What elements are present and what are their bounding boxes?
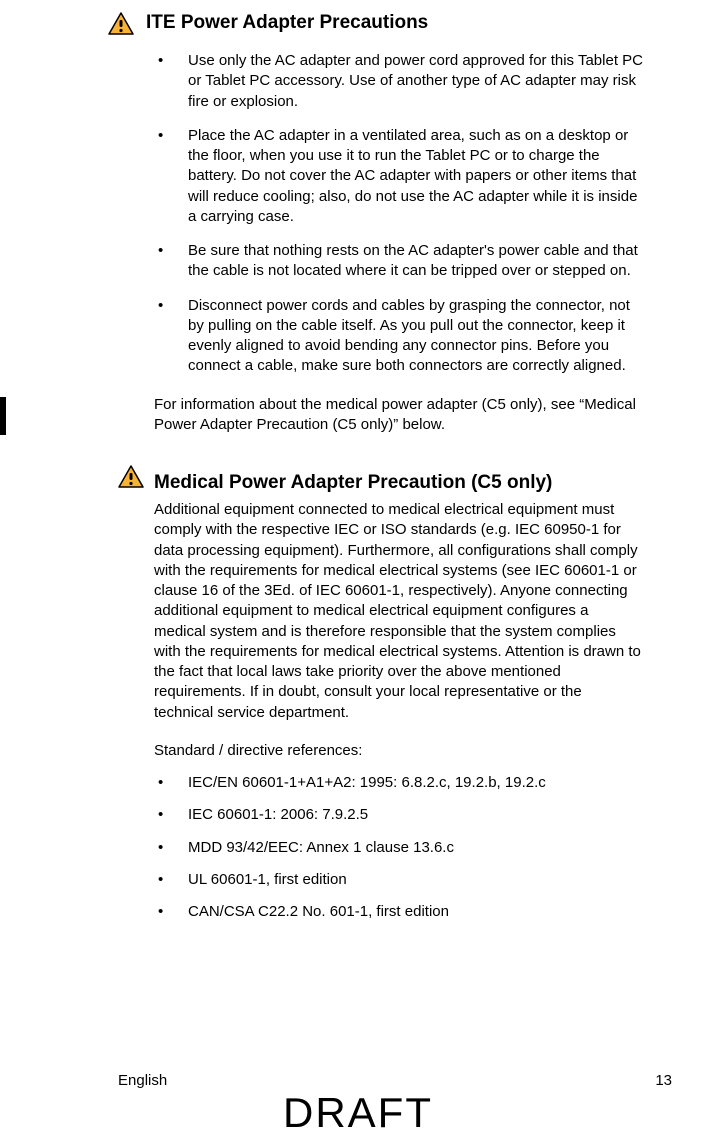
warning-icon [118, 465, 144, 494]
note-wrapper: For information about the medical power … [36, 395, 680, 436]
page-content: ITE Power Adapter Precautions Use only t… [0, 0, 716, 922]
bullet-item: Disconnect power cords and cables by gra… [188, 296, 644, 377]
section1-header: ITE Power Adapter Precautions [108, 12, 680, 41]
section1-note: For information about the medical power … [154, 395, 644, 436]
reference-item: IEC 60601-1: 2006: 7.9.2.5 [188, 805, 644, 825]
reference-item: CAN/CSA C22.2 No. 601-1, first edition [188, 902, 644, 922]
footer-language: English [118, 1072, 167, 1089]
reference-item: IEC/EN 60601-1+A1+A2: 1995: 6.8.2.c, 19.… [188, 773, 644, 793]
reference-item: UL 60601-1, first edition [188, 870, 644, 890]
footer-page-number: 13 [655, 1072, 672, 1089]
change-bar [0, 397, 6, 435]
warning-icon [108, 12, 134, 41]
section2-header: Medical Power Adapter Precaution (C5 onl… [118, 465, 680, 494]
reference-item: MDD 93/42/EEC: Annex 1 clause 13.6.c [188, 838, 644, 858]
section2-title: Medical Power Adapter Precaution (C5 onl… [154, 472, 552, 494]
bullet-item: Use only the AC adapter and power cord a… [188, 51, 644, 112]
bullet-item: Be sure that nothing rests on the AC ada… [188, 241, 644, 282]
draft-watermark: DRAFT [0, 1089, 716, 1137]
section1-title: ITE Power Adapter Precautions [146, 12, 428, 34]
page-footer: English 13 [0, 1072, 716, 1089]
section2-body: Additional equipment connected to medica… [154, 500, 644, 723]
section1-bullets: Use only the AC adapter and power cord a… [188, 51, 644, 377]
bullet-item: Place the AC adapter in a ventilated are… [188, 126, 644, 227]
references-list: IEC/EN 60601-1+A1+A2: 1995: 6.8.2.c, 19.… [188, 773, 644, 922]
references-intro: Standard / directive references: [154, 741, 644, 761]
